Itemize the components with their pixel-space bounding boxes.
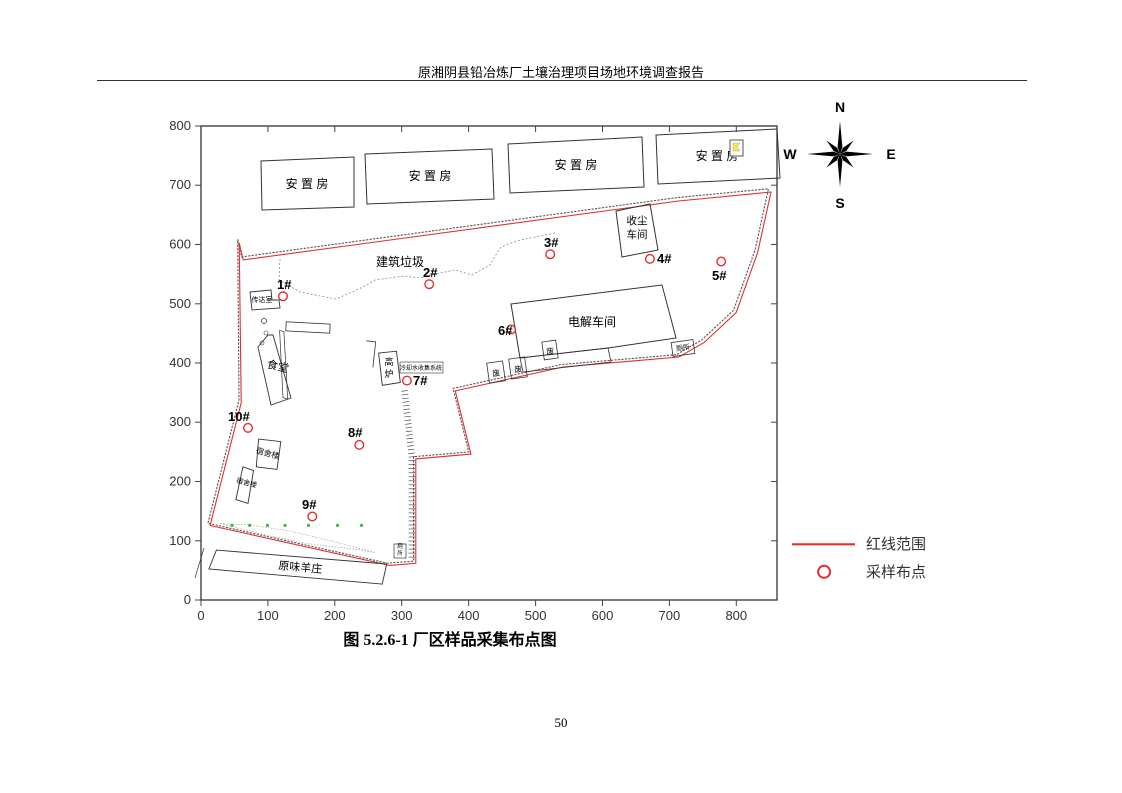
- svg-text:宿舍楼: 宿舍楼: [255, 445, 281, 461]
- svg-text:500: 500: [525, 608, 547, 623]
- svg-text:所: 所: [397, 549, 403, 557]
- svg-text:600: 600: [592, 608, 614, 623]
- svg-text:安 置 房: 安 置 房: [286, 176, 329, 191]
- svg-text:600: 600: [169, 237, 191, 252]
- svg-text:废: 废: [545, 345, 554, 356]
- svg-text:10#: 10#: [228, 409, 250, 424]
- svg-text:厕: 厕: [397, 543, 403, 550]
- svg-text:传达室: 传达室: [252, 295, 273, 304]
- svg-text:300: 300: [391, 608, 413, 623]
- svg-text:废: 废: [513, 363, 522, 374]
- svg-text:冷却水收集系统: 冷却水收集系统: [400, 364, 442, 372]
- svg-text:采样布点: 采样布点: [866, 564, 926, 581]
- svg-text:9#: 9#: [302, 497, 317, 512]
- svg-text:建筑垃圾: 建筑垃圾: [376, 254, 424, 269]
- svg-text:8#: 8#: [348, 425, 363, 440]
- svg-text:100: 100: [169, 533, 191, 548]
- svg-text:400: 400: [169, 355, 191, 370]
- svg-text:3#: 3#: [544, 235, 559, 250]
- svg-text:5#: 5#: [712, 268, 727, 283]
- svg-text:N: N: [835, 99, 845, 115]
- svg-text:S: S: [835, 195, 844, 211]
- svg-text:800: 800: [725, 608, 747, 623]
- svg-text:6#: 6#: [498, 323, 513, 338]
- svg-text:废: 废: [491, 367, 500, 378]
- svg-text:400: 400: [458, 608, 480, 623]
- svg-text:安 置 房: 安 置 房: [409, 168, 452, 183]
- svg-text:200: 200: [169, 474, 191, 489]
- svg-text:车间: 车间: [627, 228, 648, 241]
- svg-text:红线范围: 红线范围: [866, 536, 926, 553]
- svg-text:500: 500: [169, 296, 191, 311]
- svg-text:电解车间: 电解车间: [568, 314, 616, 329]
- svg-text:E: E: [886, 146, 895, 162]
- svg-text:0: 0: [197, 608, 204, 623]
- svg-text:高: 高: [384, 356, 393, 367]
- svg-text:原味羊庄: 原味羊庄: [278, 558, 323, 576]
- svg-text:700: 700: [169, 177, 191, 192]
- svg-text:2#: 2#: [423, 265, 438, 280]
- svg-text:炉: 炉: [384, 368, 393, 379]
- svg-text:4#: 4#: [657, 251, 672, 266]
- svg-text:7#: 7#: [413, 373, 428, 388]
- svg-text:200: 200: [324, 608, 346, 623]
- svg-text:W: W: [783, 146, 797, 162]
- svg-text:安 置 房: 安 置 房: [555, 157, 598, 172]
- svg-text:800: 800: [169, 118, 191, 133]
- svg-text:图 5.2.6-1 厂区样品采集布点图: 图 5.2.6-1 厂区样品采集布点图: [343, 630, 556, 649]
- svg-text:收尘: 收尘: [627, 214, 648, 227]
- svg-text:1#: 1#: [277, 277, 292, 292]
- svg-text:300: 300: [169, 414, 191, 429]
- svg-text:0: 0: [184, 592, 191, 607]
- svg-text:700: 700: [659, 608, 681, 623]
- svg-text:100: 100: [257, 608, 279, 623]
